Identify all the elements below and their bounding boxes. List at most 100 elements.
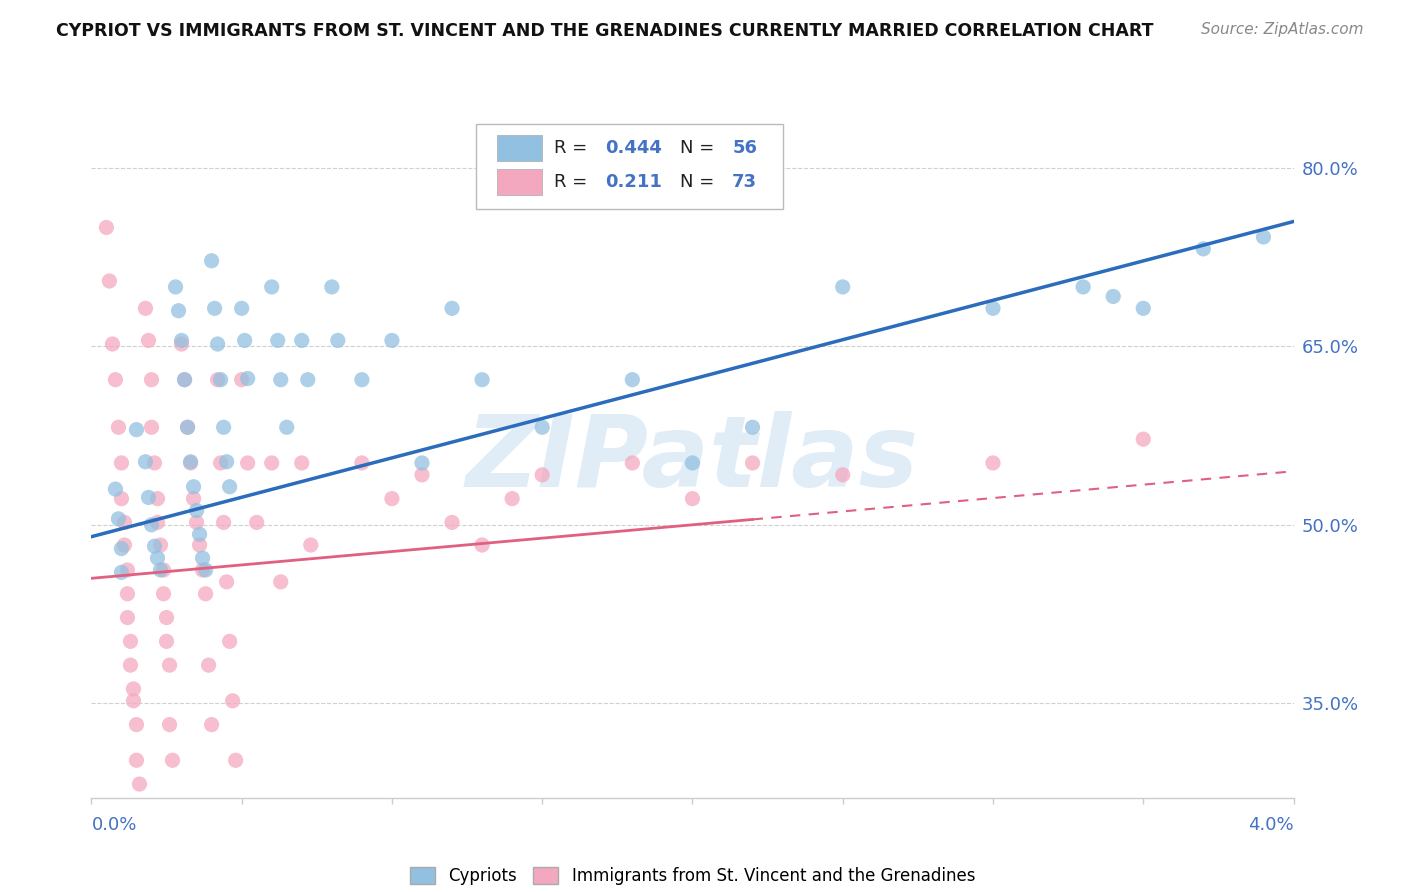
Point: [270, 373, 292, 387]
Text: CYPRIOT VS IMMIGRANTS FROM ST. VINCENT AND THE GRENADINES CURRENTLY MARRIED CORR: CYPRIOT VS IMMIGRANTS FROM ST. VINCENT A…: [56, 22, 1154, 40]
Text: 4.0%: 4.0%: [1249, 816, 1294, 834]
Point: [681, 491, 703, 506]
Point: [267, 334, 290, 348]
Point: [225, 753, 247, 767]
Point: [180, 456, 202, 470]
Point: [501, 491, 523, 506]
Point: [231, 373, 253, 387]
Point: [218, 480, 240, 494]
Point: [138, 334, 160, 348]
Point: [207, 337, 229, 351]
Point: [741, 420, 763, 434]
Point: [104, 373, 127, 387]
Point: [471, 538, 494, 552]
Point: [125, 753, 148, 767]
Point: [170, 334, 193, 348]
Point: [981, 456, 1004, 470]
Point: [173, 373, 195, 387]
Text: R =: R =: [554, 139, 588, 157]
Point: [236, 371, 259, 385]
Point: [173, 373, 195, 387]
Point: [204, 301, 226, 316]
Point: [411, 467, 433, 482]
Point: [143, 539, 166, 553]
Point: [260, 280, 283, 294]
Point: [276, 420, 298, 434]
Point: [212, 516, 235, 530]
Point: [176, 420, 198, 434]
Point: [96, 220, 118, 235]
Point: [128, 777, 150, 791]
Point: [531, 420, 554, 434]
Point: [350, 456, 373, 470]
Point: [291, 456, 314, 470]
Point: [176, 420, 198, 434]
Point: [297, 373, 319, 387]
Point: [1253, 230, 1275, 244]
Text: 56: 56: [733, 139, 756, 157]
Text: 0.0%: 0.0%: [91, 816, 136, 834]
Point: [146, 551, 169, 566]
Point: [188, 538, 211, 552]
Point: [183, 480, 205, 494]
Text: 73: 73: [733, 173, 756, 191]
Point: [122, 681, 145, 696]
Point: [141, 517, 163, 532]
Point: [110, 566, 132, 580]
Point: [831, 467, 853, 482]
Point: [188, 527, 211, 541]
Point: [134, 301, 156, 316]
Point: [218, 634, 240, 648]
Point: [159, 658, 181, 673]
Point: [381, 491, 404, 506]
Point: [152, 587, 174, 601]
Point: [146, 516, 169, 530]
Point: [125, 717, 148, 731]
Point: [197, 658, 219, 673]
Point: [138, 491, 160, 505]
Point: [194, 587, 217, 601]
Point: [221, 694, 243, 708]
Point: [117, 610, 139, 624]
Point: [180, 455, 202, 469]
Y-axis label: Currently Married: Currently Married: [0, 386, 8, 533]
Point: [155, 634, 177, 648]
Point: [191, 551, 214, 566]
Point: [621, 373, 644, 387]
Point: [209, 456, 232, 470]
Point: [101, 337, 124, 351]
Point: [1071, 280, 1094, 294]
Point: [110, 541, 132, 556]
FancyBboxPatch shape: [496, 136, 543, 161]
Point: [110, 456, 132, 470]
Point: [186, 516, 208, 530]
Point: [183, 491, 205, 506]
Point: [149, 538, 172, 552]
Point: [146, 491, 169, 506]
Text: ZIPatlas: ZIPatlas: [465, 411, 920, 508]
Point: [114, 516, 136, 530]
Point: [120, 634, 142, 648]
Point: [104, 482, 127, 496]
Text: 0.444: 0.444: [605, 139, 662, 157]
Point: [212, 420, 235, 434]
Point: [107, 420, 129, 434]
Point: [186, 503, 208, 517]
Point: [207, 373, 229, 387]
Point: [159, 717, 181, 731]
Point: [299, 538, 322, 552]
Point: [246, 516, 269, 530]
Point: [411, 456, 433, 470]
Point: [440, 301, 463, 316]
Point: [1132, 432, 1154, 446]
Point: [215, 455, 238, 469]
Point: [134, 455, 156, 469]
Point: [981, 301, 1004, 316]
Point: [107, 512, 129, 526]
Point: [741, 456, 763, 470]
Point: [621, 456, 644, 470]
Point: [209, 373, 232, 387]
Point: [236, 456, 259, 470]
Point: [1192, 242, 1215, 256]
Point: [231, 301, 253, 316]
